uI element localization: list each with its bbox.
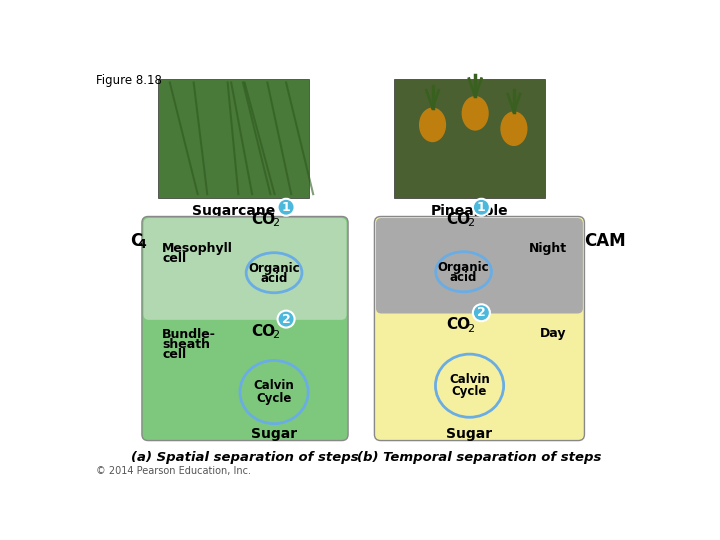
FancyBboxPatch shape: [374, 217, 585, 441]
FancyBboxPatch shape: [143, 218, 346, 320]
Text: Cycle: Cycle: [452, 386, 487, 399]
Text: Cycle: Cycle: [256, 392, 292, 404]
Text: CAM: CAM: [585, 232, 626, 250]
Ellipse shape: [419, 107, 446, 142]
Text: © 2014 Pearson Education, Inc.: © 2014 Pearson Education, Inc.: [96, 466, 251, 476]
Text: CO: CO: [251, 323, 275, 339]
Text: Figure 8.18: Figure 8.18: [96, 74, 162, 87]
Circle shape: [473, 304, 490, 321]
FancyBboxPatch shape: [376, 218, 583, 314]
Text: 2: 2: [282, 313, 290, 326]
Text: Sugar: Sugar: [251, 427, 297, 441]
Circle shape: [277, 310, 294, 328]
Text: sheath: sheath: [162, 338, 210, 350]
Text: Mesophyll: Mesophyll: [162, 242, 233, 255]
Text: 2: 2: [477, 306, 486, 319]
Text: Sugar: Sugar: [446, 427, 492, 441]
Ellipse shape: [436, 252, 492, 292]
Ellipse shape: [246, 253, 302, 293]
Text: Pineapple: Pineapple: [431, 204, 508, 218]
FancyBboxPatch shape: [394, 79, 545, 198]
Text: Bundle-: Bundle-: [162, 328, 216, 341]
Text: 4: 4: [137, 238, 145, 251]
Text: Calvin: Calvin: [449, 373, 490, 386]
Text: cell: cell: [162, 348, 186, 361]
Text: CO: CO: [446, 212, 470, 227]
Text: 1: 1: [477, 201, 486, 214]
FancyBboxPatch shape: [142, 217, 348, 441]
Ellipse shape: [500, 111, 528, 146]
Circle shape: [473, 199, 490, 215]
Ellipse shape: [462, 96, 489, 131]
Text: Day: Day: [540, 327, 567, 340]
Text: Organic: Organic: [438, 261, 490, 274]
Text: (b) Temporal separation of steps: (b) Temporal separation of steps: [357, 451, 602, 464]
Text: Night: Night: [528, 242, 567, 255]
Ellipse shape: [240, 361, 308, 423]
Text: (a) Spatial separation of steps: (a) Spatial separation of steps: [131, 451, 359, 464]
Text: 2: 2: [467, 323, 474, 334]
Text: Sugarcane: Sugarcane: [192, 204, 275, 218]
Text: 2: 2: [272, 218, 279, 228]
Text: cell: cell: [162, 252, 186, 265]
Text: acid: acid: [450, 272, 477, 285]
Text: Organic: Organic: [248, 262, 300, 275]
Text: C: C: [130, 232, 142, 250]
FancyBboxPatch shape: [158, 79, 310, 198]
Text: acid: acid: [261, 272, 288, 285]
Ellipse shape: [436, 354, 504, 417]
Text: 2: 2: [272, 330, 279, 340]
Text: CO: CO: [251, 212, 275, 227]
Text: CO: CO: [446, 318, 470, 332]
Text: 2: 2: [467, 218, 474, 228]
Text: Calvin: Calvin: [253, 380, 294, 393]
Circle shape: [277, 199, 294, 215]
Text: 1: 1: [282, 201, 290, 214]
